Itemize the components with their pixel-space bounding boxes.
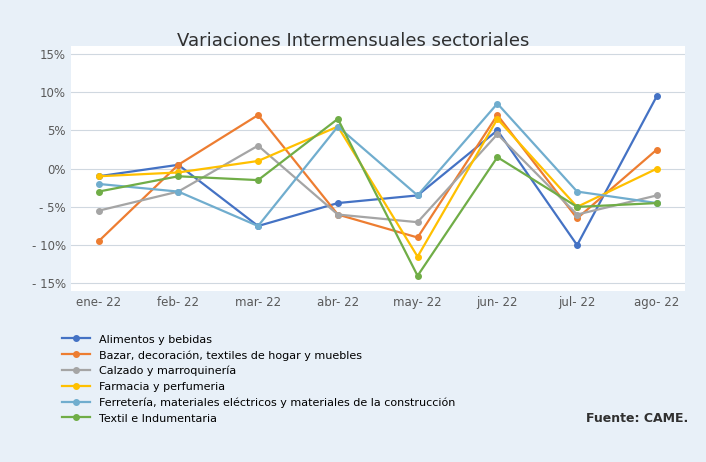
Bazar, decoración, textiles de hogar y muebles [413,235,421,240]
Alimentos y bebidas [254,223,263,229]
Textil e Indumentaria [334,116,342,122]
Calzado y marroquinería [652,193,661,198]
Farmacia y perfumeria [493,116,501,122]
Bazar, decoración, textiles de hogar y muebles [254,112,263,118]
Bazar, decoración, textiles de hogar y muebles [573,216,581,221]
Farmacia y perfumeria [334,124,342,129]
Line: Bazar, decoración, textiles de hogar y muebles: Bazar, decoración, textiles de hogar y m… [96,112,659,244]
Bazar, decoración, textiles de hogar y muebles [334,212,342,217]
Calzado y marroquinería [95,208,103,213]
Alimentos y bebidas [573,243,581,248]
Ferretería, materiales eléctricos y materiales de la construcción [95,181,103,187]
Ferretería, materiales eléctricos y materiales de la construcción [493,101,501,106]
Alimentos y bebidas [334,201,342,206]
Alimentos y bebidas [652,93,661,99]
Farmacia y perfumeria [254,158,263,164]
Text: Fuente: CAME.: Fuente: CAME. [586,412,688,425]
Farmacia y perfumeria [652,166,661,171]
Alimentos y bebidas [174,162,183,168]
Calzado y marroquinería [413,219,421,225]
Textil e Indumentaria [254,177,263,183]
Alimentos y bebidas [413,193,421,198]
Legend: Alimentos y bebidas, Bazar, decoración, textiles de hogar y muebles, Calzado y m: Alimentos y bebidas, Bazar, decoración, … [62,334,455,424]
Ferretería, materiales eléctricos y materiales de la construcción [254,223,263,229]
Textil e Indumentaria [573,204,581,210]
Farmacia y perfumeria [413,254,421,259]
Ferretería, materiales eléctricos y materiales de la construcción [413,193,421,198]
Calzado y marroquinería [334,212,342,217]
Textil e Indumentaria [652,201,661,206]
Bazar, decoración, textiles de hogar y muebles [493,112,501,118]
Alimentos y bebidas [95,174,103,179]
Textil e Indumentaria [413,273,421,279]
Line: Alimentos y bebidas: Alimentos y bebidas [96,93,659,248]
Calzado y marroquinería [174,189,183,195]
Line: Ferretería, materiales eléctricos y materiales de la construcción: Ferretería, materiales eléctricos y mate… [96,101,659,229]
Ferretería, materiales eléctricos y materiales de la construcción [573,189,581,195]
Textil e Indumentaria [493,154,501,160]
Ferretería, materiales eléctricos y materiales de la construcción [652,201,661,206]
Ferretería, materiales eléctricos y materiales de la construcción [174,189,183,195]
Text: Variaciones Intermensuales sectoriales: Variaciones Intermensuales sectoriales [176,32,530,50]
Bazar, decoración, textiles de hogar y muebles [652,147,661,152]
Textil e Indumentaria [95,189,103,195]
Line: Calzado y marroquinería: Calzado y marroquinería [96,131,659,225]
Farmacia y perfumeria [174,170,183,175]
Line: Farmacia y perfumeria: Farmacia y perfumeria [96,116,659,259]
Textil e Indumentaria [174,174,183,179]
Calzado y marroquinería [493,131,501,137]
Calzado y marroquinería [573,212,581,217]
Ferretería, materiales eléctricos y materiales de la construcción [334,124,342,129]
Farmacia y perfumeria [95,174,103,179]
Bazar, decoración, textiles de hogar y muebles [95,238,103,244]
Alimentos y bebidas [493,128,501,133]
Farmacia y perfumeria [573,204,581,210]
Bazar, decoración, textiles de hogar y muebles [174,162,183,168]
Calzado y marroquinería [254,143,263,148]
Line: Textil e Indumentaria: Textil e Indumentaria [96,116,659,279]
